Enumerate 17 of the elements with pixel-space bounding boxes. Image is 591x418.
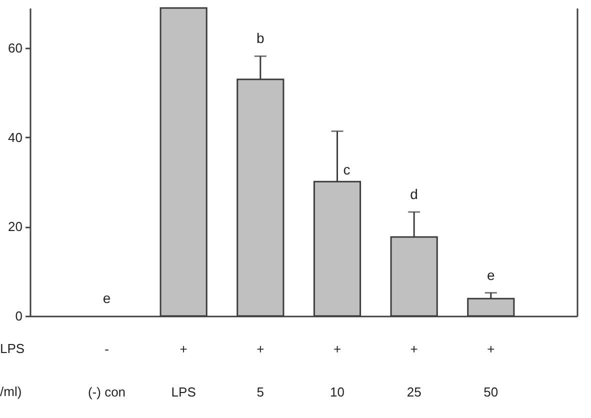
data-label: b xyxy=(256,30,265,46)
data-label: e xyxy=(486,266,495,283)
category-label: + 50 xyxy=(484,342,498,400)
data-label: d xyxy=(410,186,418,202)
category-label: + 10 xyxy=(330,342,344,400)
category-label: + LPS xyxy=(171,342,196,400)
y-tick-label: 0 xyxy=(15,308,22,324)
category-label: + 5 xyxy=(256,342,264,400)
category-label: + 25 xyxy=(406,342,422,400)
y-tick-label: 20 xyxy=(8,219,22,234)
text: LPS xyxy=(0,341,25,356)
y-tick-label: 60 xyxy=(8,40,22,56)
text: /ml) xyxy=(0,384,22,399)
y-tick-label: 40 xyxy=(8,130,22,145)
category-label: - (-) con xyxy=(88,342,126,400)
text: e xyxy=(102,290,111,306)
data-label: c xyxy=(343,162,350,178)
